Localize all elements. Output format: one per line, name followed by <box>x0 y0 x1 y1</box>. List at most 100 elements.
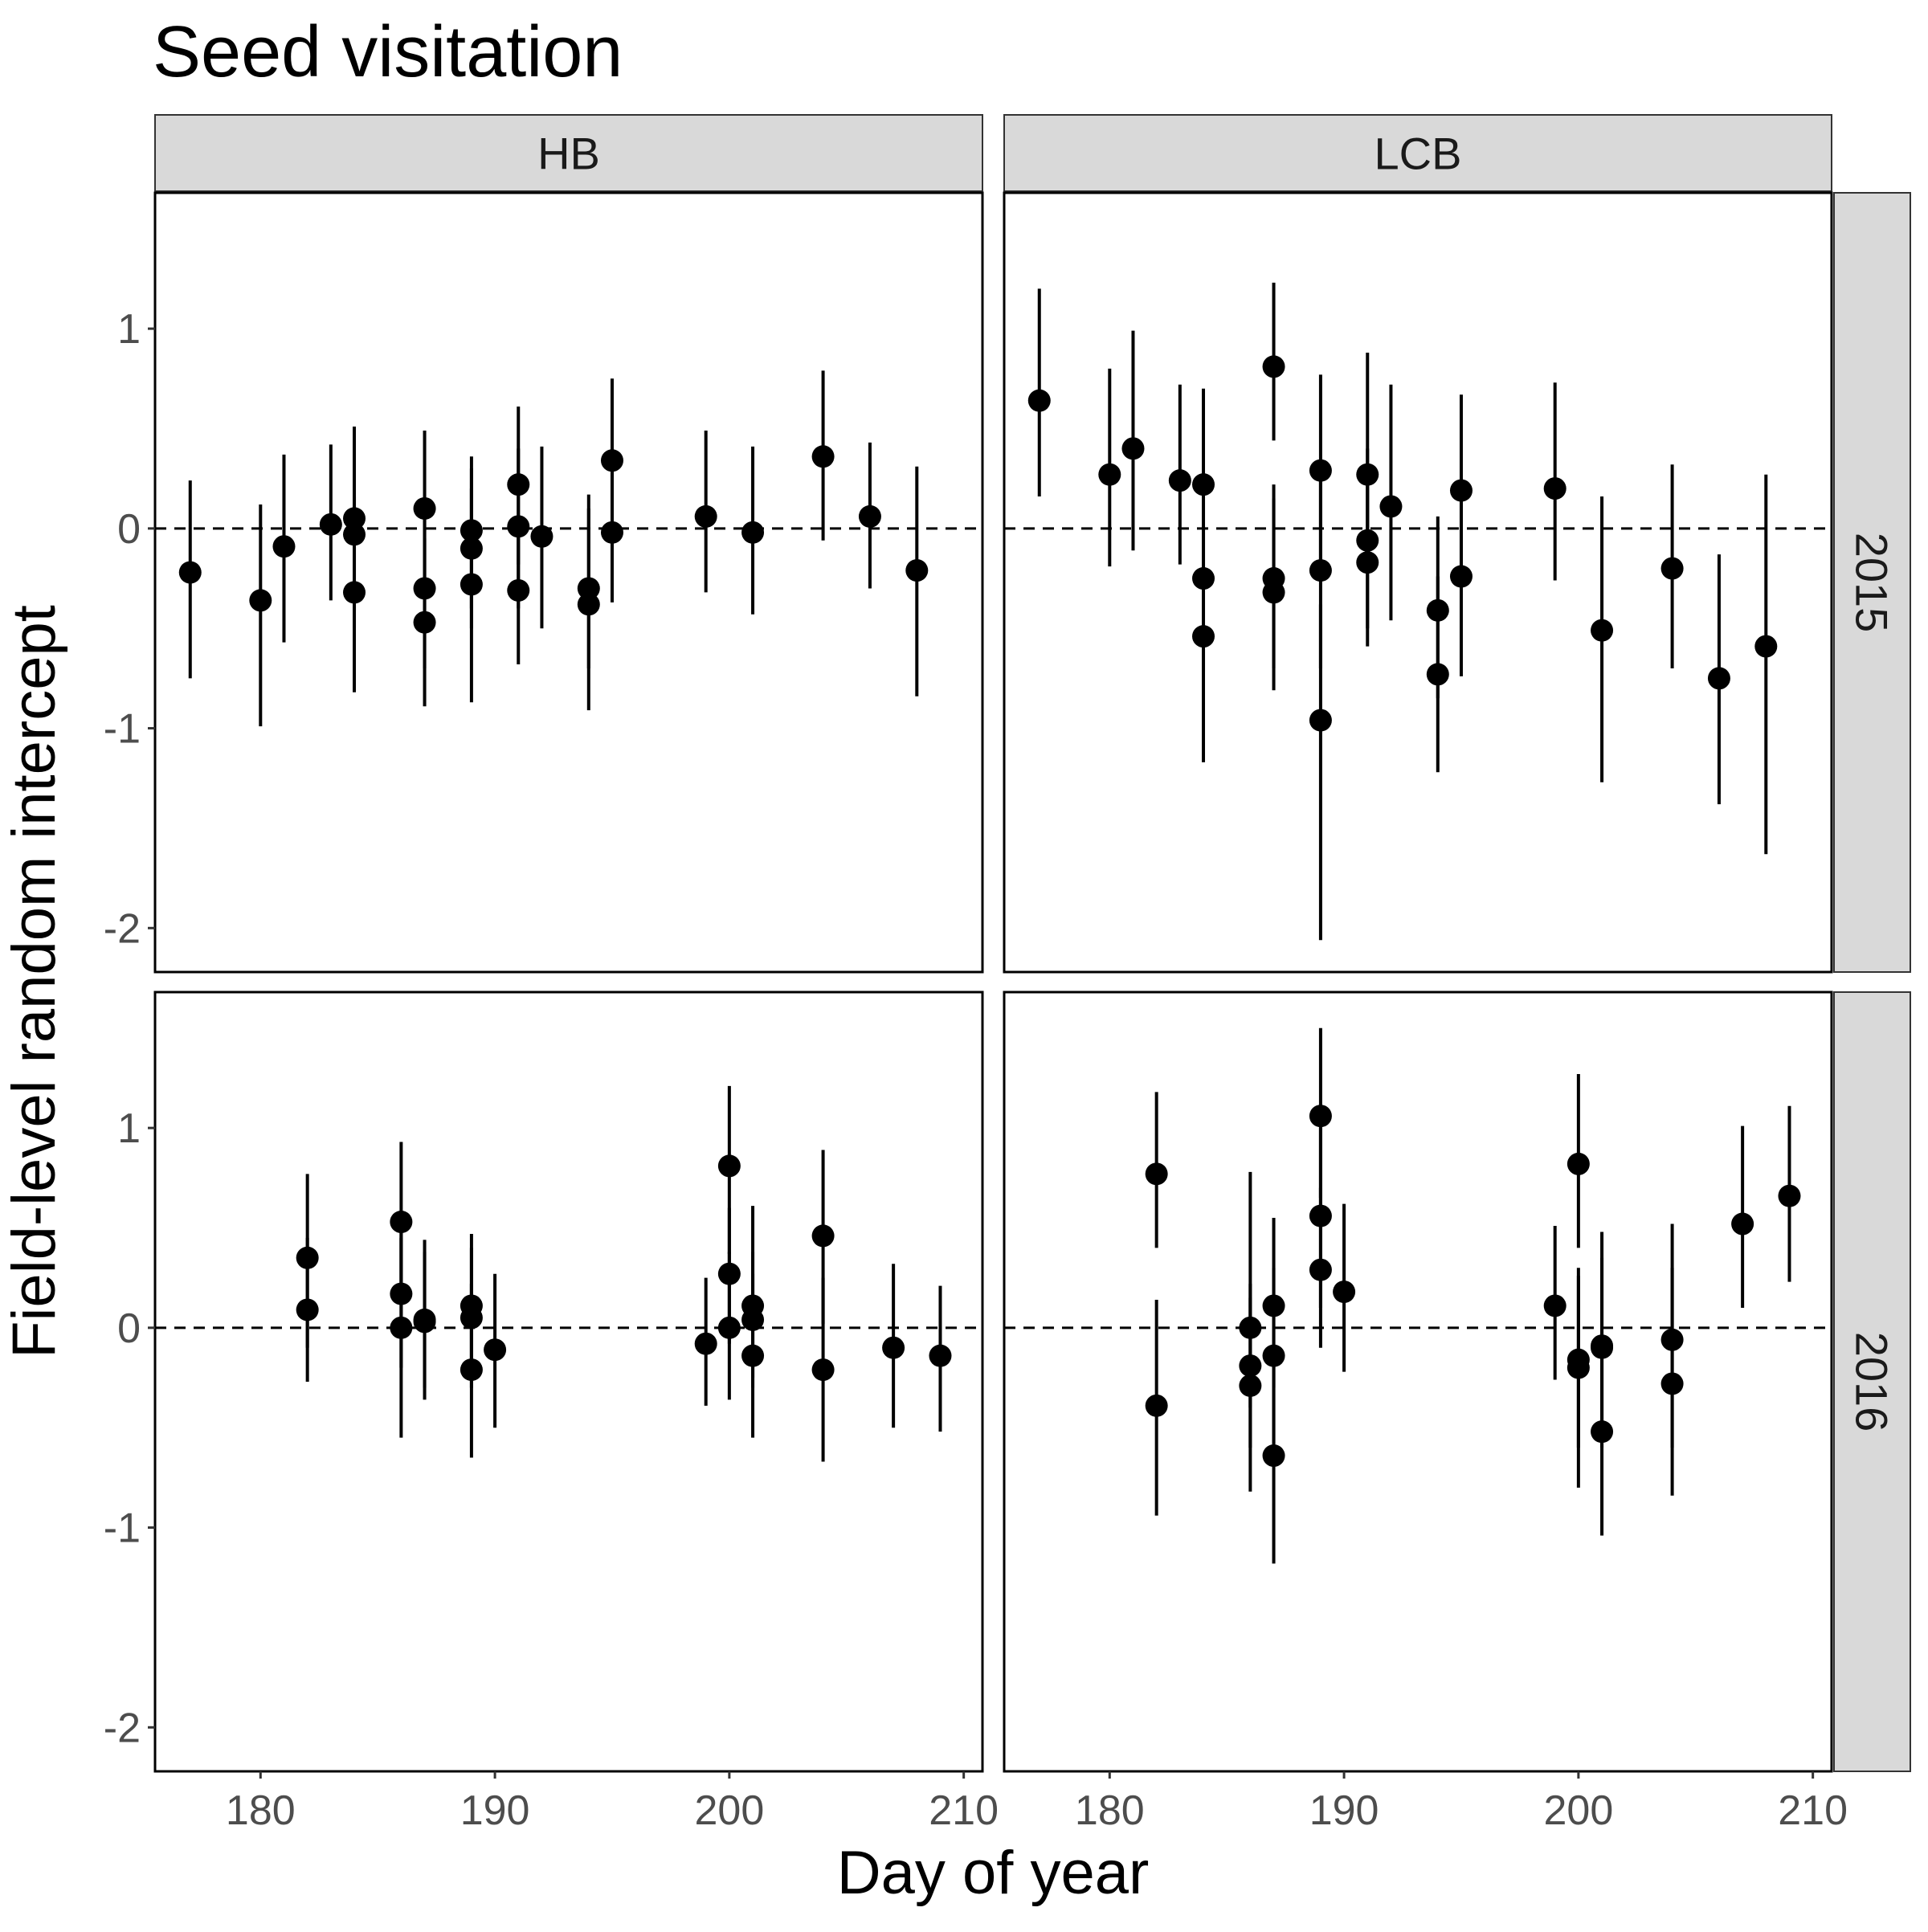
data-point <box>460 1358 483 1382</box>
data-point <box>1591 1336 1614 1359</box>
data-point <box>390 1282 413 1305</box>
data-point <box>1145 1394 1168 1417</box>
data-point <box>1309 1258 1332 1281</box>
data-point <box>272 535 296 558</box>
x-tick-label: 200 <box>694 1787 764 1834</box>
data-point <box>390 1211 413 1234</box>
data-point <box>1660 1328 1684 1351</box>
data-point <box>390 1316 413 1339</box>
data-point <box>1426 598 1449 622</box>
data-point <box>1309 559 1332 582</box>
data-point <box>1449 479 1473 502</box>
panel-lcb-2016: 180 190 200 210 <box>1003 991 1848 1834</box>
data-point <box>811 1224 835 1248</box>
data-point <box>1309 459 1332 482</box>
y-tick-label: -2 <box>104 905 141 952</box>
y-tick-label: 0 <box>117 1305 141 1352</box>
data-point <box>882 1336 905 1359</box>
data-point <box>577 593 600 616</box>
data-point <box>717 1262 741 1285</box>
data-point <box>319 513 342 536</box>
data-point <box>1566 1152 1590 1175</box>
panel-background <box>155 992 982 1771</box>
data-point <box>694 1332 717 1355</box>
data-point <box>343 581 366 604</box>
y-tick-label: -2 <box>104 1705 141 1751</box>
data-point <box>343 523 366 546</box>
data-point <box>1098 463 1121 486</box>
data-point <box>1239 1316 1262 1339</box>
y-tick-label: -1 <box>104 706 141 753</box>
data-point <box>1027 389 1051 412</box>
data-point <box>717 1154 741 1178</box>
data-point <box>1591 1420 1614 1444</box>
x-tick-label: 210 <box>1778 1787 1848 1834</box>
data-point <box>1309 1105 1332 1128</box>
x-axis-title: Day of year <box>837 1839 1150 1907</box>
data-point <box>343 507 366 530</box>
strip-hb <box>154 114 983 192</box>
data-point <box>413 611 436 634</box>
data-point <box>507 515 530 538</box>
data-point <box>460 537 483 560</box>
panel-border <box>153 991 984 1773</box>
data-point <box>1239 1374 1262 1397</box>
data-point <box>1426 663 1449 686</box>
data-point <box>694 504 717 528</box>
strip-label-hb: HB <box>537 129 600 179</box>
data-point <box>1192 567 1215 590</box>
data-point <box>1591 619 1614 642</box>
y-tick-label: -1 <box>104 1505 141 1552</box>
data-point <box>1731 1212 1754 1236</box>
y-axis-title: Field-level random intercept <box>0 605 68 1358</box>
panel-hb-2016: -2 -1 0 1 180 190 200 210 <box>104 991 999 1834</box>
data-point <box>1168 469 1191 492</box>
data-point <box>484 1338 507 1362</box>
data-point <box>600 521 623 544</box>
data-point <box>1379 495 1403 518</box>
data-point <box>1449 565 1473 588</box>
data-point <box>929 1344 952 1367</box>
chart-title: Seed visitation <box>153 12 623 92</box>
data-point <box>1262 581 1285 604</box>
y-tick-label: 1 <box>117 306 141 353</box>
data-point <box>1543 1294 1566 1317</box>
data-point <box>577 577 600 600</box>
y-tick-label: 1 <box>117 1105 141 1152</box>
data-point <box>717 1316 741 1339</box>
data-point <box>1566 1356 1590 1379</box>
data-point <box>1121 437 1145 460</box>
data-point <box>811 1358 835 1382</box>
panel-lcb-2015 <box>1003 191 1833 974</box>
panel-border <box>153 191 984 974</box>
data-point <box>811 445 835 468</box>
strip-label-2015: 2015 <box>1847 533 1897 633</box>
data-point <box>1660 1372 1684 1395</box>
data-point <box>296 1298 319 1321</box>
data-point <box>905 559 929 582</box>
data-point <box>1192 473 1215 496</box>
data-point <box>178 561 202 584</box>
data-point <box>1778 1184 1801 1207</box>
strip-2016 <box>1833 991 1911 1772</box>
data-point <box>460 573 483 596</box>
data-point <box>1356 463 1379 486</box>
data-point <box>507 578 530 602</box>
data-point <box>600 449 623 472</box>
data-point <box>1356 551 1379 574</box>
data-point <box>296 1246 319 1269</box>
panel-background <box>155 193 982 972</box>
y-tick-label: 0 <box>117 506 141 553</box>
data-point <box>858 504 881 528</box>
data-point <box>530 525 553 548</box>
data-point <box>1262 1294 1285 1317</box>
data-point <box>1239 1354 1262 1378</box>
x-tick-label: 200 <box>1543 1787 1613 1834</box>
data-point <box>1660 557 1684 580</box>
panel-background <box>1004 193 1832 972</box>
strip-label-2016: 2016 <box>1847 1332 1897 1432</box>
x-tick-label: 180 <box>1075 1787 1145 1834</box>
data-point <box>741 521 765 544</box>
